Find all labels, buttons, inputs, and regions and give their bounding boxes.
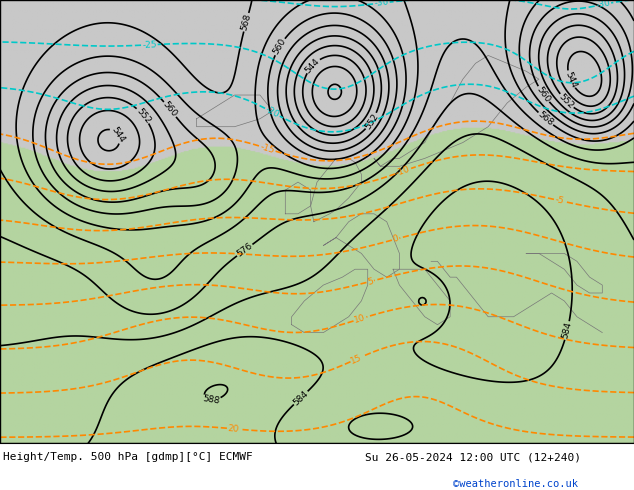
Text: 568: 568 [240, 13, 253, 32]
Text: 552: 552 [134, 106, 152, 125]
Text: ©weatheronline.co.uk: ©weatheronline.co.uk [453, 479, 578, 490]
Text: 560: 560 [271, 37, 288, 56]
Text: 552: 552 [557, 92, 576, 110]
Text: 552: 552 [363, 112, 380, 131]
Text: 15: 15 [349, 352, 364, 366]
Text: 5: 5 [366, 276, 374, 287]
Text: 544: 544 [563, 70, 578, 89]
Text: 588: 588 [202, 394, 221, 406]
Text: 576: 576 [235, 242, 254, 259]
Text: -25: -25 [142, 40, 157, 49]
Text: -30: -30 [373, 0, 389, 8]
Text: 0: 0 [392, 234, 399, 244]
Text: 560: 560 [161, 100, 179, 119]
Text: Su 26-05-2024 12:00 UTC (12+240): Su 26-05-2024 12:00 UTC (12+240) [365, 452, 581, 463]
Text: 560: 560 [534, 85, 552, 104]
Text: Height/Temp. 500 hPa [gdmp][°C] ECMWF: Height/Temp. 500 hPa [gdmp][°C] ECMWF [3, 452, 253, 463]
Text: -30: -30 [595, 0, 611, 10]
Text: 544: 544 [109, 125, 126, 144]
Text: 10: 10 [353, 313, 367, 325]
Text: 584: 584 [292, 389, 310, 407]
Text: -10: -10 [395, 165, 411, 178]
Text: 544: 544 [304, 56, 321, 75]
Text: -20: -20 [264, 105, 281, 120]
Text: 568: 568 [536, 110, 555, 128]
Text: -15: -15 [259, 142, 275, 155]
Text: 20: 20 [228, 424, 240, 434]
Text: 584: 584 [561, 321, 574, 340]
Text: -5: -5 [554, 195, 565, 206]
